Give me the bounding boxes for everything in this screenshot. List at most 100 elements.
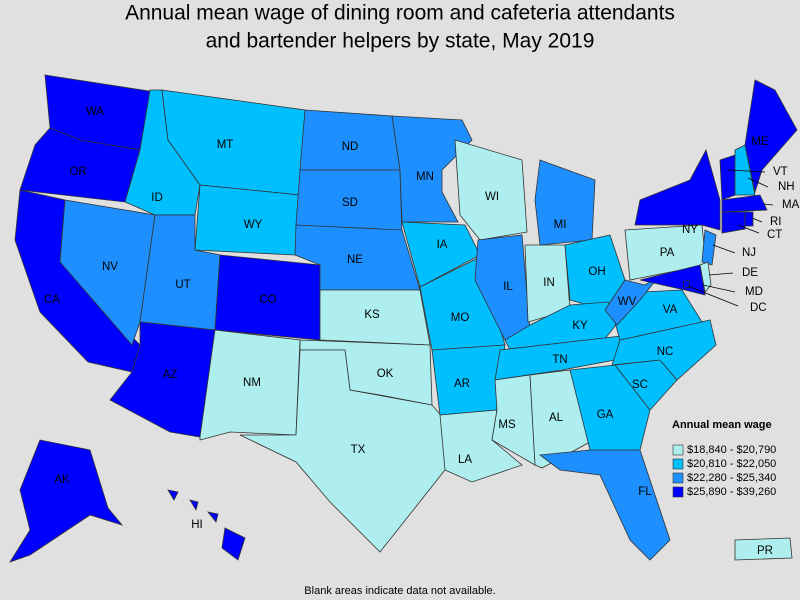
state-label: WI	[485, 191, 499, 203]
state-label: IA	[437, 239, 448, 251]
state-label: MS	[498, 419, 516, 431]
state-label: NV	[102, 261, 118, 273]
leader-line	[702, 284, 736, 293]
leader-line	[712, 244, 736, 254]
state-shape	[9, 439, 124, 563]
state-label: PA	[660, 247, 675, 259]
state-shape	[569, 364, 651, 451]
state-label: VT	[773, 166, 788, 178]
state-label: MN	[416, 171, 434, 183]
state-label: OH	[588, 266, 605, 278]
state-shape	[59, 199, 156, 346]
state-shape	[721, 211, 746, 234]
state-shape	[719, 154, 736, 201]
state-shape	[494, 334, 631, 381]
legend-swatch	[672, 458, 684, 470]
state-labels: WA OR CA NV ID MT WY UT AZ CO NM ND SD NE KS OK TX MN IA MO…	[44, 106, 800, 557]
state-label: RI	[770, 216, 782, 228]
state-label: DE	[742, 267, 758, 279]
state-label: WA	[86, 106, 104, 118]
leader-line	[727, 169, 766, 173]
state-label: NJ	[742, 247, 756, 259]
leader-line	[687, 285, 739, 307]
state-shape	[734, 537, 793, 561]
state-label: WV	[618, 296, 637, 308]
state-label: NE	[347, 254, 363, 266]
state-label: FL	[638, 486, 652, 498]
state-label: DC	[750, 302, 767, 314]
leader-line	[737, 224, 760, 234]
state-shape	[299, 109, 401, 171]
legend-label: $25,890 - $39,260	[687, 486, 776, 498]
state-label: SD	[342, 197, 358, 209]
state-shape	[744, 79, 798, 194]
state-label: ND	[342, 141, 359, 153]
state-label: KS	[364, 309, 380, 321]
state-label: ME	[751, 136, 769, 148]
state-label: OK	[377, 368, 394, 380]
leader-line	[751, 217, 763, 223]
state-shape	[207, 511, 219, 523]
state-label: PR	[757, 545, 773, 557]
state-label: GA	[597, 409, 614, 421]
state-shape	[167, 489, 179, 501]
state-label: AZ	[163, 369, 178, 381]
state-label: ID	[151, 192, 163, 204]
state-shape	[701, 229, 717, 266]
state-label: CO	[259, 294, 276, 306]
legend-label: $22,280 - $25,340	[687, 472, 776, 484]
state-label: UT	[175, 279, 190, 291]
state-label: TN	[552, 354, 567, 366]
state-shape	[189, 499, 199, 512]
leader-line	[763, 203, 774, 206]
state-label: WY	[244, 219, 263, 231]
state-label: IN	[543, 277, 555, 289]
state-label: MI	[554, 219, 567, 231]
state-label: NY	[682, 224, 698, 236]
legend-swatch	[672, 444, 684, 456]
footnote: Blank areas indicate data not available.	[304, 585, 495, 597]
state-label: NM	[243, 377, 261, 389]
leader-line	[747, 177, 769, 188]
state-shape	[491, 374, 536, 466]
state-label: CT	[767, 229, 782, 241]
title: Annual mean wage of dining room and cafe…	[125, 2, 675, 25]
state-shape	[221, 527, 246, 561]
state-shape	[538, 449, 671, 561]
state-label: SC	[632, 379, 648, 391]
state-label: LA	[458, 454, 472, 466]
state-label: NH	[778, 181, 795, 193]
state-shape	[744, 211, 754, 227]
state-label: HI	[191, 519, 203, 531]
legend-swatch	[672, 486, 684, 498]
state-label: MA	[782, 199, 800, 211]
state-label: AL	[549, 412, 564, 424]
state-shape	[239, 349, 446, 553]
legend-label: $20,810 - $22,050	[687, 458, 776, 470]
state-label: IL	[503, 281, 513, 293]
state-shape	[634, 148, 721, 231]
state-shape	[454, 139, 528, 241]
state-label: MO	[451, 312, 470, 324]
state-label: AK	[54, 474, 70, 486]
state-label: MT	[217, 139, 234, 151]
state-label: TX	[351, 444, 366, 456]
state-label: VA	[663, 304, 678, 316]
state-label: CA	[44, 294, 60, 306]
state-shape	[534, 159, 596, 246]
leader-line	[708, 272, 734, 276]
state-shape	[391, 115, 473, 223]
state-shape	[734, 144, 756, 196]
legend-label: $18,840 - $20,790	[687, 444, 776, 456]
title: and bartender helpers by state, May 2019	[206, 30, 595, 53]
state-label: OR	[69, 166, 86, 178]
legend: $18,840 - $20,790 $20,810 - $22,050 $22,28…	[672, 444, 776, 498]
legend-swatch	[672, 472, 684, 484]
state-shape	[611, 319, 717, 381]
state-label: AR	[454, 378, 470, 390]
state-label: MD	[745, 286, 763, 298]
states	[9, 74, 798, 563]
state-label: NC	[657, 346, 674, 358]
legend-title: Annual mean wage	[672, 419, 772, 431]
